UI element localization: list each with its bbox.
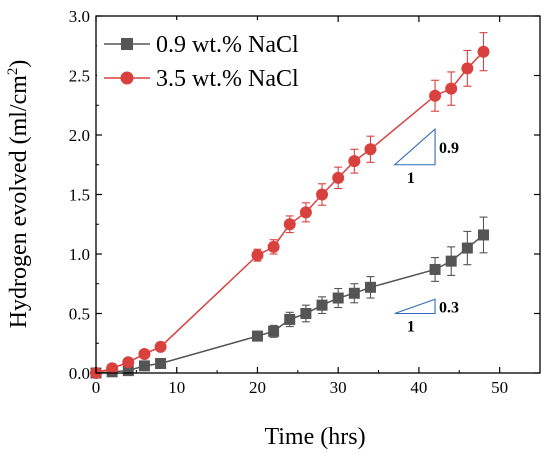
data-point-2-14 (445, 82, 458, 95)
data-point-1-9 (316, 299, 328, 311)
data-point-1-12 (364, 281, 376, 293)
data-point-2-7 (283, 218, 296, 231)
slope-run-label-2: 1 (407, 319, 415, 336)
data-point-1-3 (138, 360, 150, 372)
slope-rise-label-2: 0.3 (439, 299, 459, 316)
data-point-2-11 (348, 155, 361, 168)
y-axis-label-main: Hydrogen evolved (ml/cm (6, 75, 32, 329)
series-line-1 (95, 234, 484, 374)
axes (95, 15, 541, 374)
plot-area (90, 32, 490, 379)
data-point-2-10 (332, 171, 345, 184)
tick-labels: 0 10 20 30 40 50 0.0 0.5 1.0 1.5 2.0 2.5 3.0 (69, 7, 508, 397)
data-point-2-2 (122, 356, 135, 369)
data-point-2-3 (138, 347, 151, 360)
data-point-2-8 (299, 206, 312, 219)
x-tick-label-5: 50 (491, 378, 508, 397)
data-point-2-4 (154, 340, 167, 353)
data-point-1-15 (461, 242, 473, 254)
data-point-1-11 (348, 287, 360, 299)
y-axis-label-superscript: 2 (5, 68, 21, 76)
x-tick-label-1: 10 (168, 378, 185, 397)
slope-annotations: 0.9 1 0.3 1 (393, 127, 459, 336)
data-point-2-6 (267, 240, 280, 253)
x-axis-label: Time (hrs) (264, 424, 365, 450)
data-point-1-8 (300, 308, 312, 319)
y-tick-label-0: 0.0 (69, 364, 90, 383)
y-tick-label-5: 2.5 (69, 67, 90, 86)
x-tick-label-2: 20 (249, 378, 266, 397)
y-tick-label-6: 3.0 (69, 7, 90, 26)
data-point-1-10 (332, 292, 344, 304)
y-tick-label-3: 1.5 (69, 186, 90, 205)
x-tick-label-4: 40 (410, 378, 427, 397)
slope-run-label-1: 1 (407, 170, 415, 187)
x-tick-label-0: 0 (92, 378, 101, 397)
data-point-2-1 (106, 362, 119, 375)
y-axis-label-close: ) (6, 60, 32, 68)
legend-label-series-1: 0.9 wt.% NaCl (156, 32, 299, 58)
data-point-1-6 (268, 325, 280, 337)
legend: 0.9 wt.% NaCl 3.5 wt.% NaCl (97, 20, 331, 92)
data-point-1-2 (122, 365, 134, 377)
x-tick-label-3: 30 (330, 378, 347, 397)
slope-rise-label-1: 0.9 (439, 140, 459, 157)
y-axis-label: Hydrogen evolved (ml/cm2) (5, 60, 32, 329)
y-tick-label-1: 0.5 (69, 305, 90, 324)
data-point-1-14 (445, 255, 457, 267)
legend-label-series-2: 3.5 wt.% NaCl (156, 66, 299, 92)
y-tick-label-2: 1.0 (69, 245, 90, 264)
data-point-2-9 (316, 188, 329, 201)
legend-marker-series-1 (121, 38, 133, 50)
y-tick-label-4: 2.0 (69, 126, 90, 145)
data-point-1-7 (284, 313, 296, 325)
series-2 (90, 32, 490, 379)
data-point-1-4 (155, 357, 167, 369)
data-point-2-5 (251, 249, 264, 262)
data-point-1-13 (429, 263, 441, 275)
slope-triangle-1 (393, 127, 436, 166)
data-point-2-16 (477, 45, 490, 58)
legend-box (97, 20, 331, 92)
data-point-2-12 (364, 143, 377, 156)
legend-marker-series-2 (120, 71, 134, 85)
data-point-1-5 (251, 330, 263, 342)
data-point-2-13 (429, 89, 442, 102)
slope-triangle-2 (394, 298, 436, 315)
data-point-2-15 (461, 62, 474, 75)
data-point-1-16 (477, 229, 489, 241)
